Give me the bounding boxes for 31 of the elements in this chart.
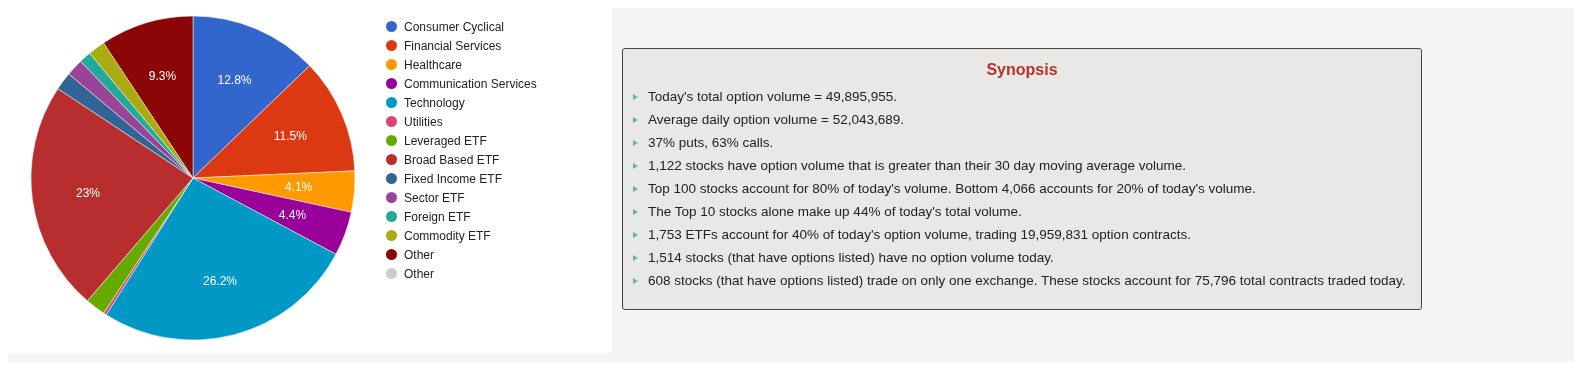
- legend-label: Technology: [404, 95, 465, 110]
- data-label: 26.2%: [202, 273, 238, 288]
- legend-label: Leveraged ETF: [404, 133, 487, 148]
- text: 1,122 stocks have option volume that is greater than their 30 day moving average volume.: [648, 158, 1187, 173]
- legend-label: Consumer Cyclical: [404, 19, 505, 34]
- text: The Top 10 stocks alone make up 44% of today's total volume.: [648, 204, 1022, 219]
- legend-label: Foreign ETF: [404, 209, 471, 224]
- legend-label: Financial Services: [404, 38, 502, 53]
- legend-label: Broad Based ETF: [404, 152, 500, 167]
- text: 608 stocks (that have options listed) trade on only one exchange. These stocks account for 75,796 total contracts traded today.: [648, 273, 1406, 288]
- text: 1,753 ETFs account for 40% of today's option volume, trading 19,959,831 option contracts.: [648, 227, 1191, 242]
- legend-label: Other: [404, 247, 435, 262]
- legend-label: Other: [404, 266, 435, 281]
- data-label: 12.8%: [217, 73, 252, 88]
- data-label: 11.5%: [273, 129, 308, 144]
- text: Average daily option volume = 52,043,689.: [648, 112, 905, 127]
- legend-label: Utilities: [404, 114, 443, 129]
- text: 37% puts, 63% calls.: [648, 135, 774, 150]
- legend-label: Sector ETF: [404, 190, 465, 205]
- text: 1,514 stocks (that have options listed) have no option volume today.: [648, 250, 1054, 265]
- legend-label: Fixed Income ETF: [404, 171, 503, 186]
- text: Today's total option volume = 49,895,955.: [648, 89, 898, 104]
- data-label: 4.4%: [278, 207, 307, 222]
- legend-label: Commodity ETF: [404, 228, 491, 243]
- text: Synopsis: [985, 61, 1059, 79]
- legend-label: Healthcare: [404, 57, 463, 72]
- data-label: 4.1%: [284, 179, 313, 194]
- text: Top 100 stocks account for 80% of today's volume. Bottom 4,066 accounts for 20% of today's volume.: [648, 181, 1256, 196]
- data-label: 9.3%: [148, 69, 177, 84]
- data-label: 23%: [76, 185, 101, 200]
- legend-label: Communication Services: [404, 76, 537, 91]
